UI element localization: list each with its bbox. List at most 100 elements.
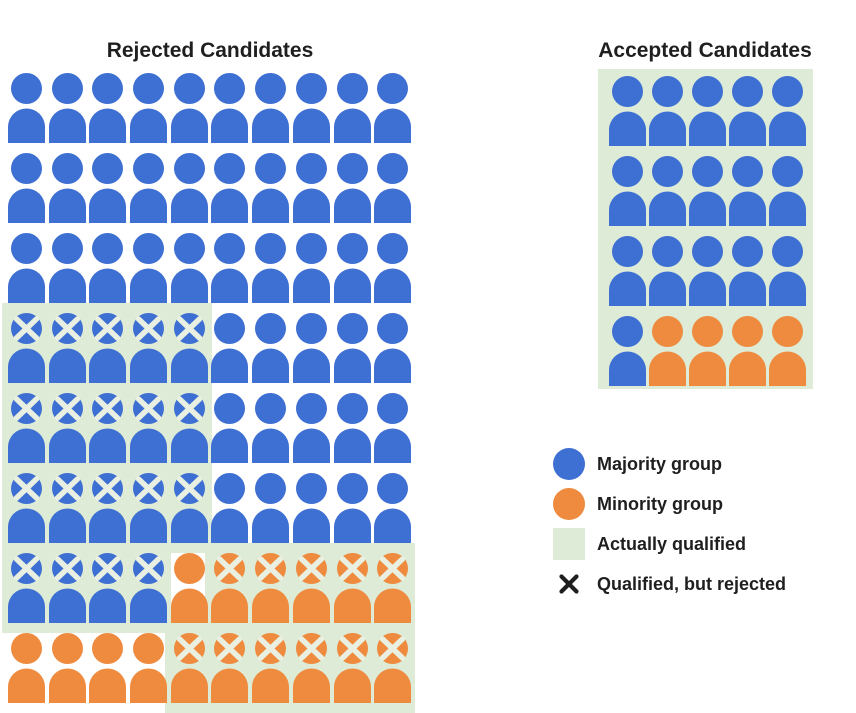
- person-majority: [48, 153, 86, 223]
- person-majority: [48, 73, 86, 143]
- minority-group-swatch-icon: [553, 488, 585, 520]
- person-majority: [252, 313, 290, 383]
- person-majority: [333, 393, 371, 463]
- person-majority: [374, 393, 412, 463]
- accepted-candidates-grid: [609, 76, 809, 396]
- person-majority: [333, 233, 371, 303]
- person-majority: [130, 153, 168, 223]
- person-majority: [211, 473, 249, 543]
- person-majority-qualified-rejected: [124, 383, 172, 473]
- person-minority-qualified-rejected: [327, 623, 375, 713]
- person-minority: [130, 633, 168, 703]
- person-majority-qualified-rejected: [42, 303, 90, 393]
- person-majority: [252, 153, 290, 223]
- person-minority-qualified-rejected: [205, 543, 253, 633]
- person-minority-qualified-rejected: [368, 623, 416, 713]
- person-majority: [374, 233, 412, 303]
- person-majority: [8, 233, 45, 303]
- person-minority-qualified-rejected: [286, 543, 334, 633]
- person-majority: [211, 313, 249, 383]
- person-majority: [292, 233, 330, 303]
- person-majority-qualified-rejected: [2, 543, 49, 633]
- person-majority: [89, 233, 127, 303]
- legend-label-majority-group: Majority group: [597, 453, 722, 474]
- person-majority: [649, 156, 686, 226]
- person-majority-qualified-rejected: [124, 463, 172, 553]
- person-minority: [48, 633, 86, 703]
- person-majority: [769, 156, 806, 226]
- person-minority-qualified-rejected: [246, 623, 294, 713]
- rejected-panel-title: Rejected Candidates: [106, 39, 314, 63]
- person-minority-qualified-rejected: [164, 623, 212, 713]
- legend-item-minority-group: Minority group: [553, 488, 786, 520]
- person-majority: [8, 153, 45, 223]
- person-majority-qualified-rejected: [83, 303, 131, 393]
- person-majority: [609, 156, 646, 226]
- person-majority: [689, 76, 726, 146]
- legend-label-actually-qualified: Actually qualified: [597, 533, 747, 554]
- person-majority: [130, 233, 168, 303]
- majority-group-swatch-icon: [553, 448, 585, 480]
- person-minority-qualified-rejected: [286, 623, 334, 713]
- person-majority: [374, 313, 412, 383]
- person-minority: [170, 553, 208, 623]
- person-minority: [89, 633, 127, 703]
- person-majority: [170, 73, 208, 143]
- person-majority: [769, 236, 806, 306]
- person-majority: [609, 76, 646, 146]
- person-minority: [8, 633, 45, 703]
- person-majority: [292, 153, 330, 223]
- person-majority: [130, 73, 168, 143]
- person-majority: [333, 473, 371, 543]
- person-majority: [374, 473, 412, 543]
- person-majority: [609, 316, 646, 386]
- person-majority-qualified-rejected: [42, 383, 90, 473]
- person-majority: [8, 73, 45, 143]
- person-majority: [292, 73, 330, 143]
- person-majority-qualified-rejected: [2, 303, 49, 393]
- person-majority-qualified-rejected: [164, 383, 212, 473]
- person-majority: [252, 473, 290, 543]
- person-majority: [170, 153, 208, 223]
- person-majority: [689, 156, 726, 226]
- person-minority-qualified-rejected: [327, 543, 375, 633]
- person-majority: [292, 393, 330, 463]
- person-majority: [252, 233, 290, 303]
- person-majority-qualified-rejected: [83, 543, 131, 633]
- person-majority-qualified-rejected: [83, 463, 131, 553]
- person-majority: [89, 153, 127, 223]
- person-majority: [333, 153, 371, 223]
- person-majority: [769, 76, 806, 146]
- person-majority-qualified-rejected: [83, 383, 131, 473]
- person-majority: [609, 236, 646, 306]
- legend-label-minority-group: Minority group: [597, 493, 723, 514]
- person-majority-qualified-rejected: [164, 303, 212, 393]
- person-majority: [729, 156, 766, 226]
- person-minority-qualified-rejected: [205, 623, 253, 713]
- person-majority: [252, 393, 290, 463]
- person-majority: [729, 76, 766, 146]
- rejected-x-icon: [553, 568, 585, 600]
- person-majority: [211, 393, 249, 463]
- person-majority: [333, 313, 371, 383]
- person-minority: [689, 316, 726, 386]
- person-majority-qualified-rejected: [124, 543, 172, 633]
- person-majority: [211, 233, 249, 303]
- person-majority: [729, 236, 766, 306]
- person-majority: [649, 76, 686, 146]
- person-majority: [211, 73, 249, 143]
- person-minority: [769, 316, 806, 386]
- person-majority: [374, 73, 412, 143]
- actually-qualified-swatch-icon: [553, 528, 585, 560]
- person-minority-qualified-rejected: [246, 543, 294, 633]
- legend-label-qualified-but-rejected: Qualified, but rejected: [597, 573, 787, 594]
- person-majority: [89, 73, 127, 143]
- legend-item-actually-qualified: Actually qualified: [553, 528, 786, 560]
- person-minority: [729, 316, 766, 386]
- accepted-panel-title: Accepted Candidates: [598, 39, 812, 63]
- person-majority: [292, 473, 330, 543]
- person-majority-qualified-rejected: [42, 543, 90, 633]
- person-majority: [689, 236, 726, 306]
- legend: Majority group Minority group Actually q…: [553, 448, 786, 600]
- person-majority: [333, 73, 371, 143]
